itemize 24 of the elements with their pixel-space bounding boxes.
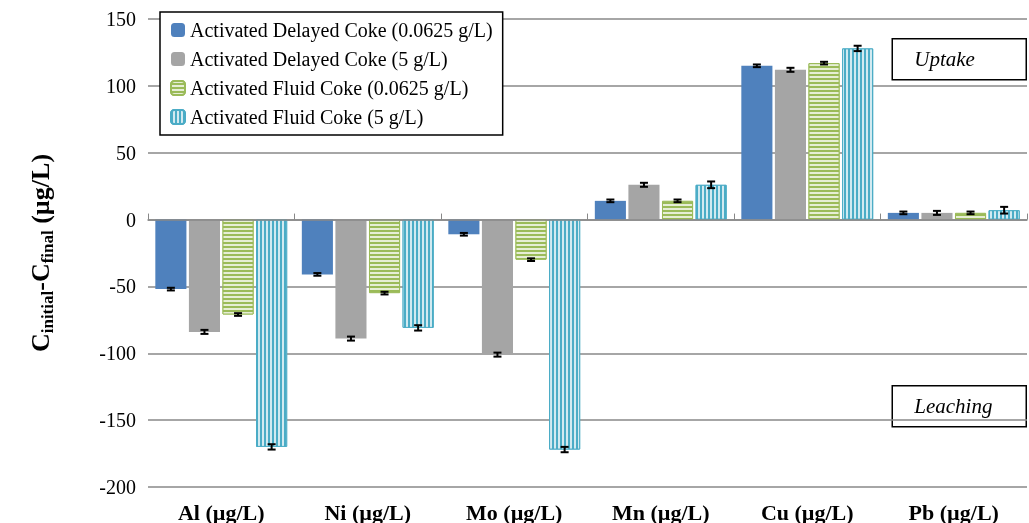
annotation: Uptake [914,47,975,72]
annotation: Leaching [913,394,993,419]
bar [155,219,187,290]
bar [594,200,626,220]
bar [335,219,367,339]
y-tick-label: -150 [99,409,136,432]
bar [188,219,221,332]
legend-label: Activated Delayed Coke (0.0625 g/L) [190,19,493,42]
y-tick-label: 0 [126,208,136,231]
bar [774,69,807,220]
y-tick-label: 100 [106,74,136,97]
bar [741,65,773,220]
legend-label: Activated Fluid Coke (0.0625 g/L) [190,77,469,100]
y-tick-label: -50 [109,275,136,298]
y-tick-label: -200 [99,476,136,498]
bar [628,184,660,220]
y-tick-label: -100 [99,342,136,365]
legend-label: Activated Delayed Coke (5 g/L) [190,48,448,71]
legend-label: Activated Fluid Coke (5 g/L) [190,106,424,129]
bar [301,219,333,275]
y-tick-label: 150 [106,8,136,30]
y-tick-label: 50 [116,141,136,164]
y-axis-title: Cinitial-Cfinal (µg/L) [26,153,57,353]
bar [481,219,514,355]
